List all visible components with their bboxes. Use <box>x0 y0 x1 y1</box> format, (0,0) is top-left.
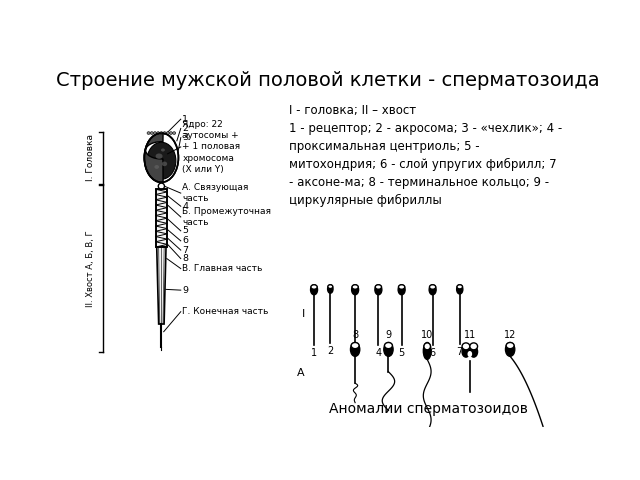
Text: 1: 1 <box>311 348 317 358</box>
Text: 7: 7 <box>456 347 463 357</box>
Ellipse shape <box>429 285 436 295</box>
Text: 4: 4 <box>182 202 188 211</box>
Ellipse shape <box>170 132 173 134</box>
Ellipse shape <box>470 347 477 357</box>
Ellipse shape <box>423 343 431 360</box>
Text: 10: 10 <box>421 330 433 340</box>
Ellipse shape <box>163 132 166 134</box>
Text: 4: 4 <box>375 348 381 358</box>
Ellipse shape <box>154 132 157 134</box>
Text: 5: 5 <box>399 348 404 358</box>
Ellipse shape <box>150 132 154 134</box>
Ellipse shape <box>429 285 436 289</box>
Text: 9: 9 <box>385 330 392 340</box>
Ellipse shape <box>457 285 463 289</box>
Text: Б. Промежуточная
часть: Б. Промежуточная часть <box>182 207 271 227</box>
Text: В. Главная часть: В. Главная часть <box>182 264 262 273</box>
Ellipse shape <box>351 285 358 295</box>
Ellipse shape <box>157 132 160 134</box>
Ellipse shape <box>328 285 333 288</box>
Text: I - головка; II – хвост
1 - рецептор; 2 - акросома; 3 - «чехлик»; 4 -
проксималь: I - головка; II – хвост 1 - рецептор; 2 … <box>289 104 563 207</box>
Ellipse shape <box>375 285 381 289</box>
Ellipse shape <box>470 343 477 350</box>
Text: 8: 8 <box>182 254 188 263</box>
Text: 12: 12 <box>504 330 516 340</box>
Ellipse shape <box>158 183 164 189</box>
Text: 3: 3 <box>352 348 358 358</box>
Ellipse shape <box>160 132 163 134</box>
Text: 9: 9 <box>182 286 188 295</box>
Ellipse shape <box>173 132 176 134</box>
Ellipse shape <box>457 285 463 294</box>
Ellipse shape <box>352 285 358 289</box>
Text: 2: 2 <box>182 124 188 133</box>
Ellipse shape <box>399 285 404 289</box>
Ellipse shape <box>424 343 431 350</box>
Text: 8: 8 <box>352 330 358 340</box>
Ellipse shape <box>147 142 176 179</box>
Text: 7: 7 <box>182 246 188 254</box>
Ellipse shape <box>156 154 163 159</box>
Ellipse shape <box>154 165 159 169</box>
Text: Г. Конечная часть: Г. Конечная часть <box>182 307 269 316</box>
Ellipse shape <box>166 132 170 134</box>
Ellipse shape <box>162 162 167 166</box>
Ellipse shape <box>147 132 150 134</box>
Ellipse shape <box>467 351 472 357</box>
Ellipse shape <box>462 343 470 350</box>
Text: 1: 1 <box>182 115 188 124</box>
Text: Аномалии сперматозоидов: Аномалии сперматозоидов <box>330 402 528 416</box>
Polygon shape <box>157 247 166 324</box>
Text: Строение мужской половой клетки - сперматозоида: Строение мужской половой клетки - сперма… <box>56 72 600 90</box>
FancyBboxPatch shape <box>156 189 167 247</box>
Polygon shape <box>145 133 163 182</box>
Text: А. Связующая
часть: А. Связующая часть <box>182 183 249 203</box>
Ellipse shape <box>328 285 333 293</box>
Ellipse shape <box>385 343 392 348</box>
Text: I: I <box>301 310 305 319</box>
Ellipse shape <box>310 285 317 295</box>
Ellipse shape <box>398 285 405 295</box>
Text: A: A <box>297 368 305 378</box>
Text: Ядро: 22
аутосомы +
+ 1 половая
хромосома
(X или Y): Ядро: 22 аутосомы + + 1 половая хромосом… <box>182 120 241 174</box>
Text: 3: 3 <box>182 133 188 142</box>
Ellipse shape <box>506 343 514 348</box>
Ellipse shape <box>384 343 393 356</box>
Ellipse shape <box>462 347 470 357</box>
Ellipse shape <box>506 343 515 356</box>
Text: 6: 6 <box>182 236 188 245</box>
Text: II. Хвост А, Б, В, Г: II. Хвост А, Б, В, Г <box>86 230 95 307</box>
Ellipse shape <box>351 343 360 356</box>
Ellipse shape <box>161 148 165 152</box>
Ellipse shape <box>375 285 382 295</box>
Text: 5: 5 <box>182 227 188 235</box>
Ellipse shape <box>311 285 317 289</box>
Text: I. Головка: I. Головка <box>86 134 95 181</box>
Text: 2: 2 <box>327 347 333 356</box>
Ellipse shape <box>351 343 359 348</box>
Text: 6: 6 <box>429 348 436 358</box>
Text: 11: 11 <box>464 330 476 340</box>
